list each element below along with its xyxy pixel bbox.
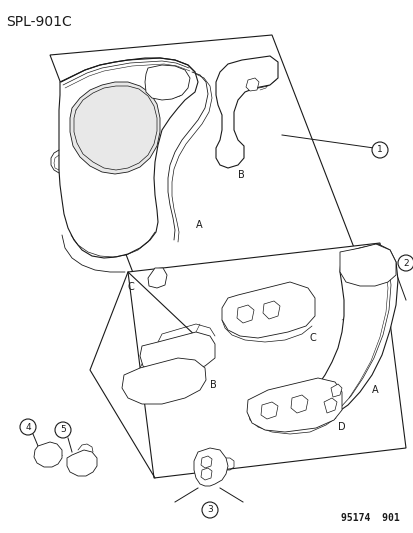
Polygon shape [34, 442, 62, 467]
Circle shape [20, 419, 36, 435]
Polygon shape [221, 282, 314, 338]
Polygon shape [236, 305, 254, 323]
Text: 3: 3 [206, 505, 212, 514]
Polygon shape [50, 35, 357, 278]
Circle shape [55, 422, 71, 438]
Polygon shape [145, 65, 190, 100]
Text: B: B [209, 380, 216, 390]
Polygon shape [290, 395, 307, 413]
Text: 5: 5 [60, 425, 66, 434]
Polygon shape [70, 82, 159, 174]
Polygon shape [339, 244, 395, 286]
Text: 2: 2 [402, 259, 408, 268]
Polygon shape [194, 448, 228, 486]
Polygon shape [201, 456, 211, 468]
Polygon shape [122, 358, 206, 404]
Polygon shape [260, 402, 277, 419]
Circle shape [371, 142, 387, 158]
Text: C: C [128, 282, 134, 292]
Text: A: A [371, 385, 378, 395]
Polygon shape [67, 450, 97, 476]
Polygon shape [147, 268, 166, 288]
Polygon shape [216, 56, 277, 168]
Polygon shape [312, 244, 397, 416]
Polygon shape [59, 58, 197, 258]
Text: C: C [309, 333, 316, 343]
Polygon shape [128, 243, 405, 478]
Text: B: B [237, 170, 244, 180]
Polygon shape [323, 398, 336, 413]
Polygon shape [201, 468, 211, 480]
Text: D: D [337, 422, 345, 432]
Polygon shape [262, 301, 279, 319]
Text: 4: 4 [25, 423, 31, 432]
Circle shape [397, 255, 413, 271]
Text: 95174  901: 95174 901 [340, 513, 399, 523]
Text: 1: 1 [376, 146, 382, 155]
Text: A: A [195, 220, 202, 230]
Polygon shape [245, 78, 259, 91]
Text: SPL-901C: SPL-901C [6, 15, 71, 29]
Polygon shape [140, 332, 214, 374]
Polygon shape [330, 384, 341, 397]
Circle shape [202, 502, 218, 518]
Polygon shape [247, 378, 341, 432]
